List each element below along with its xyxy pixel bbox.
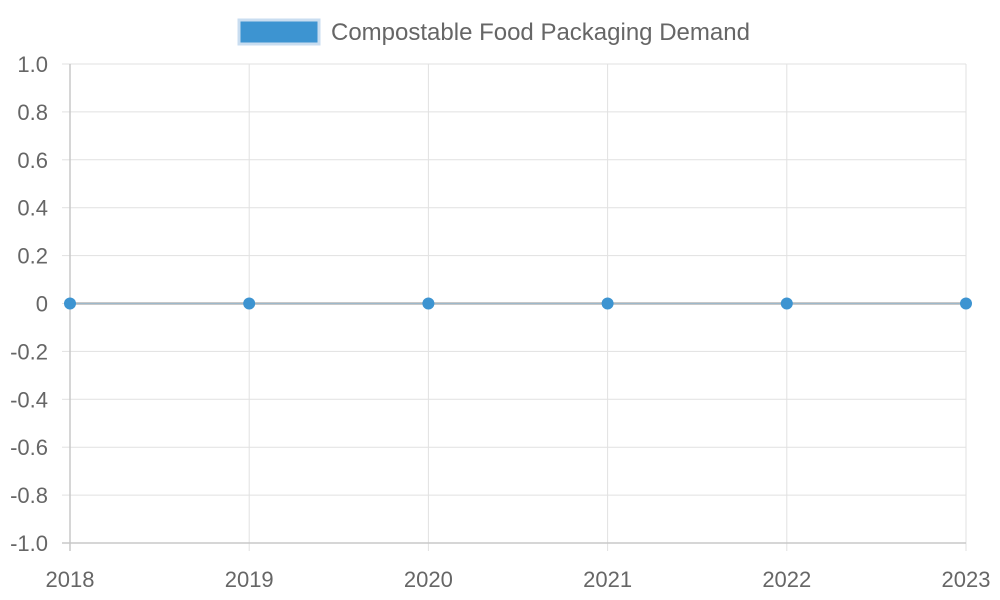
data-point[interactable] <box>601 297 614 310</box>
y-tick-label: -0.2 <box>10 339 48 364</box>
grid <box>62 63 967 551</box>
y-tick-label: 0.4 <box>17 196 48 221</box>
data-point[interactable] <box>960 297 972 310</box>
y-tick-label: -0.6 <box>10 435 48 460</box>
x-axis-ticks: 2018 2019 2020 2021 2022 2023 <box>46 567 991 592</box>
axes <box>62 64 966 551</box>
x-tick-label: 2018 <box>46 567 95 592</box>
y-tick-label: 0.6 <box>17 148 48 173</box>
data-point[interactable] <box>64 297 76 310</box>
data-point[interactable] <box>243 297 256 310</box>
y-tick-label: 1.0 <box>17 52 48 77</box>
series-group <box>64 297 972 310</box>
legend-swatch <box>237 18 321 46</box>
legend-label: Compostable Food Packaging Demand <box>331 19 750 46</box>
y-tick-label: 0 <box>36 292 48 317</box>
y-tick-label: 0.8 <box>17 100 48 125</box>
y-tick-label: -1.0 <box>10 531 48 556</box>
y-tick-label: -0.4 <box>10 387 48 412</box>
y-axis-ticks: 1.0 0.8 0.6 0.4 0.2 0 -0.2 -0.4 -0.6 -0.8 -1.0 <box>10 52 48 556</box>
data-point[interactable] <box>422 297 435 310</box>
y-tick-label: 0.2 <box>17 244 48 269</box>
x-tick-label: 2019 <box>225 567 274 592</box>
y-tick-label: -0.8 <box>10 483 48 508</box>
x-tick-label: 2022 <box>762 567 811 592</box>
x-tick-label: 2020 <box>404 567 453 592</box>
legend[interactable]: Compostable Food Packaging Demand <box>237 18 750 46</box>
x-tick-label: 2023 <box>942 567 991 592</box>
x-tick-label: 2021 <box>583 567 632 592</box>
data-point[interactable] <box>780 297 793 310</box>
